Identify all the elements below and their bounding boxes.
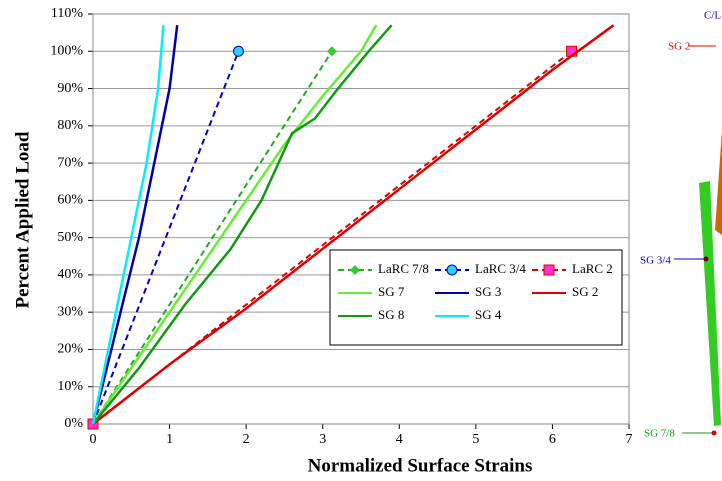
marker — [232, 45, 244, 57]
series-line — [91, 25, 165, 425]
x-tick-label: 1 — [166, 432, 173, 447]
legend-box — [329, 249, 623, 346]
series-line — [92, 50, 240, 425]
x-tick-label: 0 — [90, 432, 97, 447]
y-tick-label: 0% — [64, 416, 83, 431]
gauge — [711, 430, 717, 436]
diagram-label: SG 7/8 — [644, 428, 675, 440]
y-tick-label: 70% — [57, 155, 83, 170]
marker — [446, 264, 458, 276]
y-tick-label: 10% — [57, 379, 83, 394]
plot-frame — [92, 13, 630, 425]
legend-label: LaRC 3/4 — [475, 261, 526, 276]
diagram-label: SG 2 — [668, 41, 690, 53]
y-tick-label: 100% — [50, 43, 83, 58]
series-line — [92, 24, 393, 425]
y-axis-title: Percent Applied Load — [12, 131, 33, 308]
x-tick-label: 6 — [549, 432, 556, 447]
legend-label: SG 2 — [572, 284, 598, 299]
legend-label: LaRC 2 — [572, 261, 613, 276]
legend-label: SG 3 — [475, 284, 501, 299]
x-tick-label: 7 — [626, 432, 633, 447]
diagram: C/L SG 2 SG 3/4 SG 7/8 — [640, 10, 722, 440]
series-line — [91, 24, 378, 425]
legend-label: SG 8 — [378, 307, 404, 322]
x-tick-label: 3 — [319, 432, 326, 447]
y-tick-label: 40% — [57, 267, 83, 282]
y-tick-label: 90% — [57, 81, 83, 96]
y-tick-label: 20% — [57, 342, 83, 357]
legend-label: SG 4 — [475, 307, 502, 322]
x-tick-label: 4 — [396, 432, 403, 447]
marker — [543, 264, 555, 276]
gauge — [703, 256, 709, 262]
diagram-label: C/L — [704, 10, 721, 22]
y-tick-label: 60% — [57, 193, 83, 208]
y-tick-label: 110% — [51, 6, 83, 21]
x-tick-label: 5 — [472, 432, 479, 447]
series-line — [91, 25, 179, 425]
shape — [715, 130, 722, 235]
series-line — [92, 24, 615, 425]
marker — [350, 265, 360, 275]
shape — [699, 181, 721, 426]
x-axis-title: Normalized Surface Strains — [308, 455, 533, 476]
legend-label: LaRC 7/8 — [378, 261, 429, 276]
y-tick-label: 50% — [57, 230, 83, 245]
diagram-label: SG 3/4 — [640, 255, 671, 267]
series-line — [92, 50, 333, 425]
x-tick-label: 2 — [243, 432, 250, 447]
legend-label: SG 7 — [378, 284, 405, 299]
y-tick-label: 30% — [57, 304, 83, 319]
marker — [326, 46, 337, 57]
y-tick-label: 80% — [57, 118, 83, 133]
